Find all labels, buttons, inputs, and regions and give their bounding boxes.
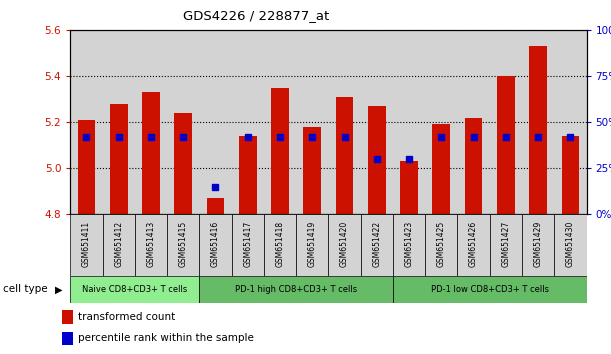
Text: GSM651420: GSM651420 xyxy=(340,221,349,267)
Bar xyxy=(497,76,514,214)
Text: GSM651422: GSM651422 xyxy=(372,221,381,267)
Bar xyxy=(360,30,393,214)
Text: ▶: ▶ xyxy=(56,284,63,295)
Bar xyxy=(103,214,135,276)
Bar xyxy=(167,214,199,276)
Text: GSM651417: GSM651417 xyxy=(243,221,252,267)
Bar xyxy=(264,214,296,276)
Bar xyxy=(360,214,393,276)
Bar xyxy=(199,214,232,276)
Text: PD-1 high CD8+CD3+ T cells: PD-1 high CD8+CD3+ T cells xyxy=(235,285,357,294)
Bar xyxy=(522,30,554,214)
Text: percentile rank within the sample: percentile rank within the sample xyxy=(78,333,254,343)
Text: GSM651429: GSM651429 xyxy=(533,221,543,267)
Bar xyxy=(70,276,199,303)
Text: GSM651419: GSM651419 xyxy=(308,221,316,267)
Bar xyxy=(239,136,257,214)
Bar xyxy=(103,30,135,214)
Bar xyxy=(70,214,103,276)
Bar xyxy=(490,30,522,214)
Bar xyxy=(400,161,418,214)
Bar xyxy=(135,214,167,276)
Bar xyxy=(529,46,547,214)
Bar xyxy=(207,198,224,214)
Bar xyxy=(142,92,160,214)
Text: Naive CD8+CD3+ T cells: Naive CD8+CD3+ T cells xyxy=(82,285,188,294)
Text: GSM651425: GSM651425 xyxy=(437,221,446,267)
Bar xyxy=(232,30,264,214)
Bar xyxy=(393,30,425,214)
Text: GSM651423: GSM651423 xyxy=(404,221,414,267)
Bar xyxy=(304,127,321,214)
Bar xyxy=(425,214,458,276)
Text: GSM651427: GSM651427 xyxy=(502,221,510,267)
Text: GSM651430: GSM651430 xyxy=(566,221,575,267)
Bar xyxy=(232,214,264,276)
Bar xyxy=(490,214,522,276)
Bar xyxy=(135,30,167,214)
Bar xyxy=(329,214,360,276)
Bar xyxy=(368,106,386,214)
Text: GSM651415: GSM651415 xyxy=(178,221,188,267)
Bar xyxy=(522,214,554,276)
Text: cell type: cell type xyxy=(3,284,48,295)
Bar xyxy=(458,214,490,276)
Bar xyxy=(562,136,579,214)
Bar xyxy=(264,30,296,214)
Bar xyxy=(554,30,587,214)
Bar xyxy=(296,214,329,276)
Text: GSM651411: GSM651411 xyxy=(82,221,91,267)
Bar xyxy=(110,104,128,214)
Text: GSM651413: GSM651413 xyxy=(147,221,155,267)
Bar xyxy=(329,30,360,214)
Text: GSM651412: GSM651412 xyxy=(114,221,123,267)
Bar xyxy=(335,97,353,214)
Bar xyxy=(458,30,490,214)
Bar xyxy=(199,276,393,303)
Bar xyxy=(199,30,232,214)
Text: GSM651416: GSM651416 xyxy=(211,221,220,267)
Bar xyxy=(62,310,73,324)
Bar xyxy=(271,87,289,214)
Bar xyxy=(433,124,450,214)
Text: GSM651418: GSM651418 xyxy=(276,221,285,267)
Bar xyxy=(393,214,425,276)
Bar xyxy=(393,276,587,303)
Bar xyxy=(296,30,329,214)
Bar xyxy=(465,118,483,214)
Text: GSM651426: GSM651426 xyxy=(469,221,478,267)
Bar xyxy=(425,30,458,214)
Text: transformed count: transformed count xyxy=(78,312,175,322)
Bar xyxy=(167,30,199,214)
Text: PD-1 low CD8+CD3+ T cells: PD-1 low CD8+CD3+ T cells xyxy=(431,285,549,294)
Bar xyxy=(62,332,73,345)
Bar xyxy=(174,113,192,214)
Bar xyxy=(70,30,103,214)
Bar xyxy=(78,120,95,214)
Bar xyxy=(554,214,587,276)
Text: GDS4226 / 228877_at: GDS4226 / 228877_at xyxy=(183,9,330,22)
